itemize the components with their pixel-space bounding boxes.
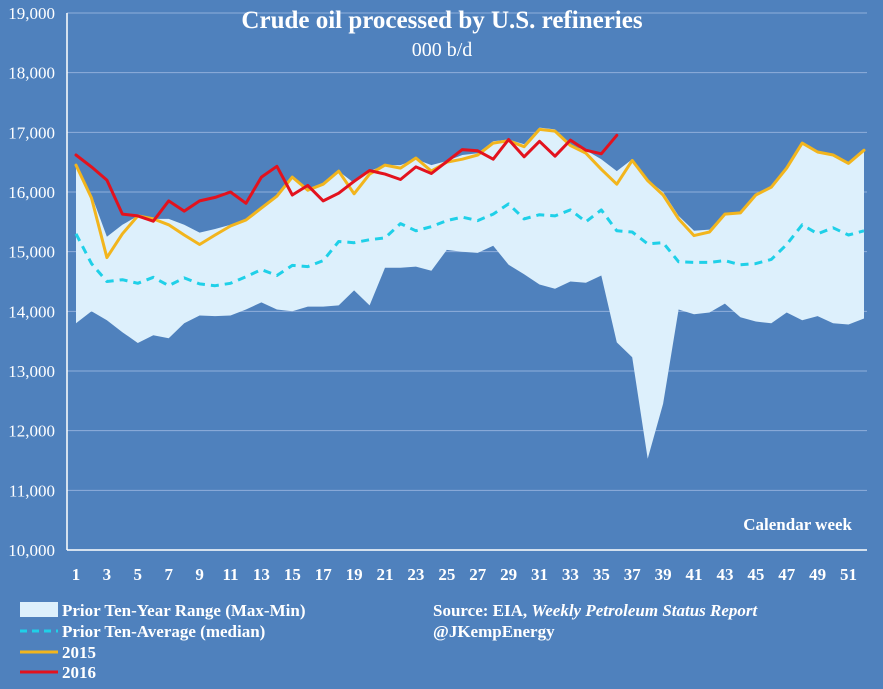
x-tick-label: 21 [377,565,394,584]
x-tick-label: 11 [222,565,238,584]
y-tick-label: 14,000 [8,302,55,321]
range-band-layer [76,127,864,459]
legend-item-2016: 2016 [20,663,96,682]
x-tick-label: 5 [134,565,143,584]
legend-label-2015: 2015 [62,643,96,662]
series-layer [74,127,866,288]
x-tick-label: 33 [562,565,579,584]
x-tick-label: 23 [407,565,424,584]
y-tick-label: 10,000 [8,541,55,560]
chart-title: Crude oil processed by U.S. refineries [241,7,642,34]
x-tick-labels: 1 3 5 7 9 11 13 15 17 19 21 23 25 27 29 31 33 35 37 39 41 43 4… [72,565,857,584]
x-tick-label: 41 [686,565,703,584]
chart-subtitle: 000 b/d [412,39,473,61]
x-tick-label: 19 [346,565,363,584]
legend-item-range: Prior Ten-Year Range (Max-Min) [20,601,305,620]
x-axis-label: Calendar week [743,515,852,534]
x-tick-label: 49 [809,565,826,584]
x-tick-label: 51 [840,565,857,584]
x-tick-label: 15 [284,565,301,584]
legend-item-median: Prior Ten-Average (median) [20,622,265,641]
x-tick-label: 17 [315,565,333,584]
source-note: Source: EIA, Weekly Petroleum Status Rep… [433,601,759,641]
x-tick-label: 25 [438,565,455,584]
axes [66,13,867,551]
x-tick-label: 9 [195,565,204,584]
x-tick-label: 13 [253,565,270,584]
y-tick-label: 12,000 [8,422,55,441]
x-tick-label: 43 [716,565,733,584]
legend-swatch-band [20,602,58,617]
y-tick-label: 15,000 [8,243,55,262]
y-tick-label: 13,000 [8,362,55,381]
source-line: Source: EIA, Weekly Petroleum Status Rep… [433,601,759,620]
source-report: Weekly Petroleum Status Report [531,601,758,620]
range-band [76,127,864,459]
source-prefix: Source: EIA, [433,601,531,620]
source-handle: @JKempEnergy [433,622,555,641]
series-line-2015 [74,127,866,260]
y-tick-label: 16,000 [8,183,55,202]
x-tick-label: 39 [655,565,672,584]
legend-item-2015: 2015 [20,643,96,662]
y-tick-label: 11,000 [9,481,55,500]
y-tick-label: 17,000 [8,123,55,142]
x-tick-label: 7 [164,565,173,584]
series-line-2016 [74,133,619,223]
legend-label-2016: 2016 [62,663,96,682]
x-tick-label: 1 [72,565,81,584]
x-tick-label: 31 [531,565,548,584]
x-tick-label: 45 [747,565,764,584]
x-tick-label: 35 [593,565,610,584]
legend-label-range: Prior Ten-Year Range (Max-Min) [62,601,305,620]
y-tick-label: 19,000 [8,4,55,23]
x-tick-label: 29 [500,565,517,584]
x-tick-label: 27 [469,565,487,584]
x-tick-label: 37 [624,565,642,584]
y-tick-labels: 10,000 11,000 12,000 13,000 14,000 15,000 16,0… [8,4,55,560]
x-tick-label: 47 [778,565,796,584]
y-tick-label: 18,000 [8,64,55,83]
legend-label-median: Prior Ten-Average (median) [62,622,265,641]
legend: Prior Ten-Year Range (Max-Min) Prior Ten… [20,601,305,682]
x-tick-label: 3 [103,565,112,584]
median-line [74,202,865,288]
